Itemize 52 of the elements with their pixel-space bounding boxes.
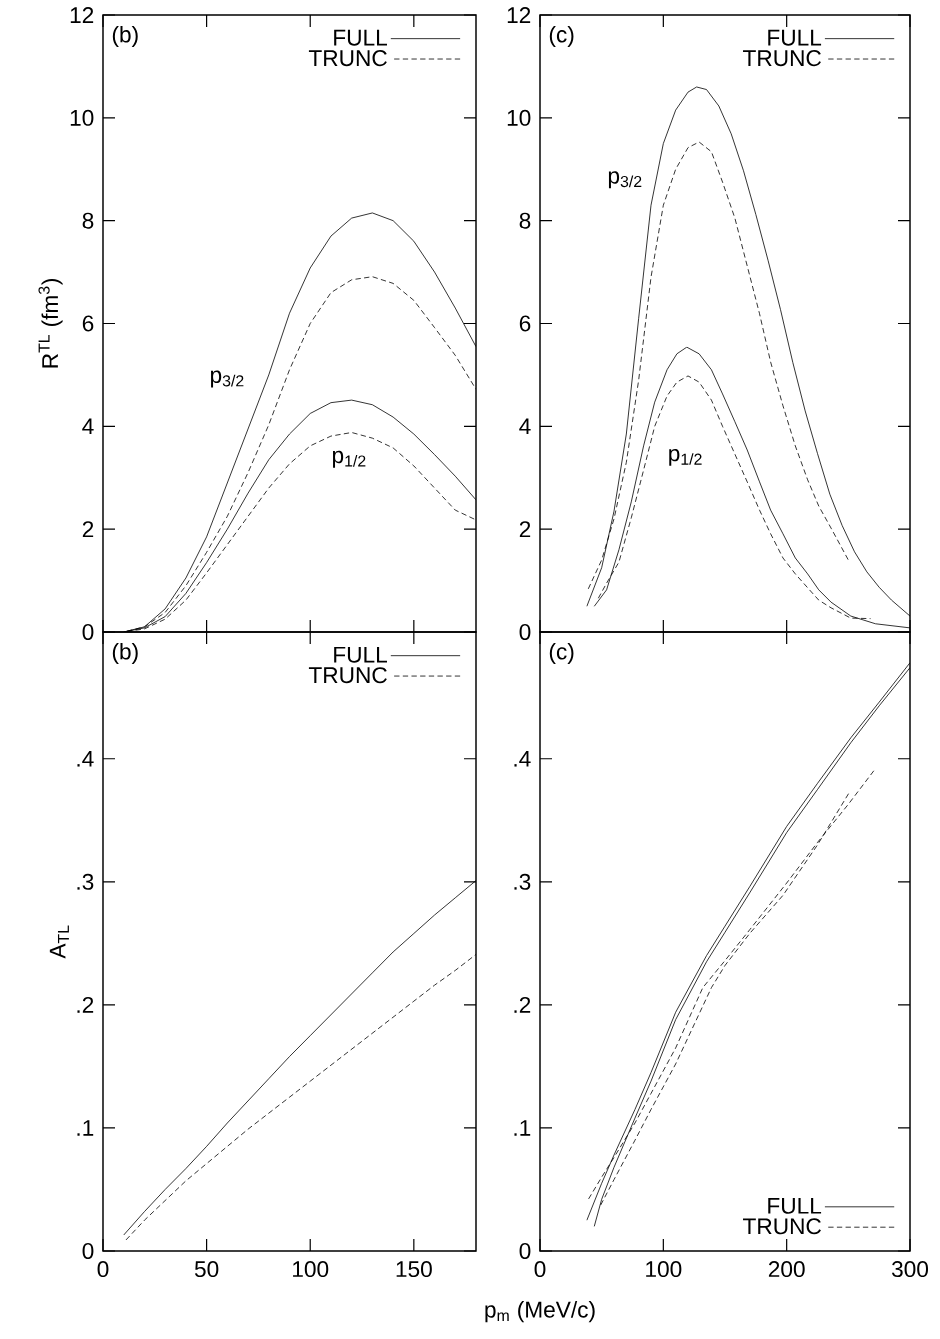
y-axis-title: A$_{TL}$ — [49, 925, 69, 959]
x-tick-label: 300 — [891, 1261, 929, 1278]
y-tick-label: 0 — [82, 1242, 94, 1260]
y-tick-label: 0 — [519, 1242, 531, 1260]
legend-label: TRUNC — [743, 1218, 821, 1235]
y-tick-label: .1 — [514, 1120, 531, 1136]
y-tick-label: 4 — [82, 418, 94, 435]
y-tick-label: .2 — [77, 996, 94, 1013]
y-axis-title: R$^{TL}$ (fm$^{3}$) — [38, 279, 63, 368]
x-tick-label: 200 — [768, 1261, 805, 1278]
legend-label: FULL — [334, 29, 387, 46]
y-tick-label: 12 — [70, 7, 94, 23]
x-tick-label: 0 — [534, 1261, 546, 1278]
y-tick-label: 2 — [519, 521, 531, 538]
x-tick-label: 100 — [646, 1261, 682, 1278]
y-tick-label: 0 — [519, 623, 531, 641]
y-tick-label: .1 — [77, 1120, 94, 1136]
legend-label: FULL — [768, 29, 822, 46]
y-tick-label: 8 — [519, 212, 531, 229]
y-tick-label: .4 — [514, 750, 531, 767]
y-tick-label: 12 — [507, 7, 531, 23]
x-tick-label: 0 — [97, 1261, 109, 1278]
y-tick-label: .3 — [77, 873, 94, 890]
y-tick-label: 10 — [70, 109, 94, 126]
annotation: (b) — [112, 642, 138, 664]
annotation: p$_{1/2}$ — [669, 448, 702, 466]
y-tick-label: .2 — [514, 996, 531, 1013]
annotation: (c) — [549, 25, 574, 47]
line-series — [596, 375, 871, 620]
x-tick-label: 100 — [293, 1261, 329, 1278]
x-axis-title: p$_{m}$ (MeV/c) — [485, 1301, 595, 1323]
legend-label: TRUNC — [308, 50, 387, 67]
y-tick-label: .4 — [77, 750, 94, 767]
annotation: p$_{3/2}$ — [608, 171, 642, 189]
y-tick-label: 6 — [519, 315, 531, 332]
legend-label: TRUNC — [308, 667, 387, 684]
y-tick-label: 4 — [519, 418, 531, 435]
legend-label: TRUNC — [743, 50, 821, 67]
y-tick-label: 10 — [507, 109, 531, 126]
y-tick-label: 0 — [82, 623, 94, 641]
y-tick-label: 2 — [82, 521, 94, 538]
x-tick-label: 50 — [194, 1261, 219, 1278]
y-tick-label: 6 — [82, 315, 94, 332]
annotation: p$_{3/2}$ — [211, 370, 244, 388]
y-tick-label: 8 — [82, 212, 94, 229]
y-tick-label: .3 — [514, 873, 531, 890]
x-tick-label: 150 — [396, 1261, 432, 1278]
annotation: p$_{1/2}$ — [332, 450, 366, 468]
annotation: (c) — [549, 642, 574, 664]
legend-label: FULL — [768, 1198, 822, 1214]
annotation: (b) — [112, 25, 138, 47]
legend-label: FULL — [334, 646, 387, 663]
